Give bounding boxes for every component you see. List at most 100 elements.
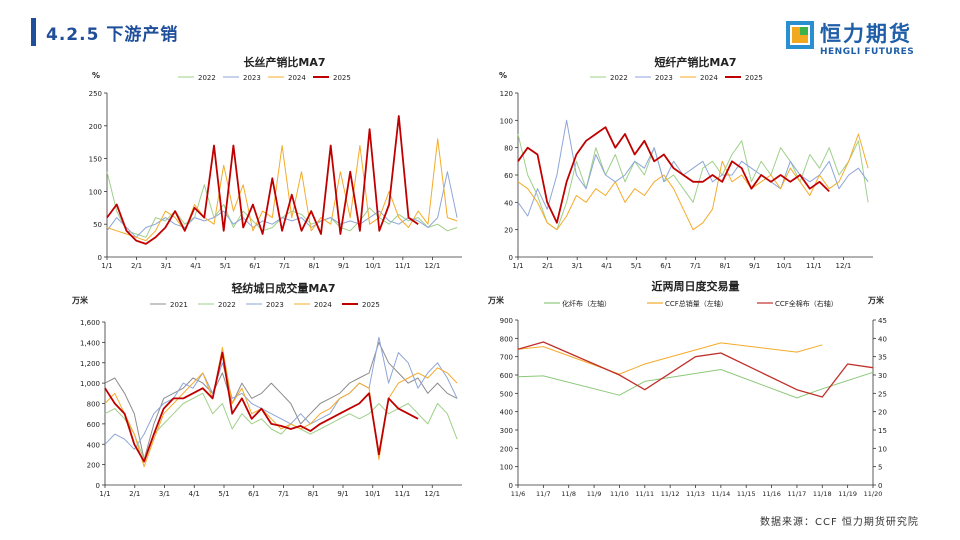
legend-label-2023: 2023 xyxy=(243,74,261,82)
left-tick-label: 300 xyxy=(500,427,513,435)
x-tick-label: 2/1 xyxy=(131,262,142,270)
x-tick-label: 11/15 xyxy=(737,490,756,498)
x-tick-label: 11/6 xyxy=(511,490,526,498)
series-line-2 xyxy=(517,341,874,398)
y-tick-label: 1,600 xyxy=(80,319,100,327)
series-line-2023 xyxy=(104,336,458,450)
y-tick-label: 1,000 xyxy=(80,380,100,388)
y-tick-label: 40 xyxy=(504,199,513,207)
x-tick-label: 3/1 xyxy=(572,262,583,270)
x-tick-label: 1/1 xyxy=(512,262,523,270)
right-tick-label: 0 xyxy=(878,482,882,490)
x-tick-label: 4/1 xyxy=(601,262,612,270)
legend-label-2022: 2022 xyxy=(198,74,216,82)
series-line-2021 xyxy=(104,341,458,460)
right-tick-label: 25 xyxy=(878,390,887,398)
legend-label-2024: 2024 xyxy=(288,74,306,82)
legend-label-2025: 2025 xyxy=(333,74,351,82)
y-tick-label: 80 xyxy=(504,145,513,153)
x-tick-label: 2/1 xyxy=(542,262,553,270)
y-tick-label: 400 xyxy=(87,441,100,449)
left-tick-label: 600 xyxy=(500,372,513,380)
series-line-1 xyxy=(517,342,823,375)
y-tick-label: 0 xyxy=(96,482,100,490)
legend-label-2022: 2022 xyxy=(610,74,628,82)
legend-label-2024: 2024 xyxy=(314,301,332,309)
y-tick-label: 250 xyxy=(89,90,102,98)
x-tick-label: 3/1 xyxy=(161,262,172,270)
right-tick-label: 30 xyxy=(878,372,887,380)
x-tick-label: 5/1 xyxy=(631,262,642,270)
x-tick-label: 8/1 xyxy=(308,490,319,498)
x-tick-label: 9/1 xyxy=(337,490,348,498)
x-tick-label: 11/14 xyxy=(711,490,730,498)
x-tick-label: 9/1 xyxy=(338,262,349,270)
x-tick-label: 11/17 xyxy=(788,490,807,498)
y-tick-label: 1,200 xyxy=(80,360,100,368)
x-tick-label: 11/16 xyxy=(762,490,781,498)
x-tick-label: 1/1 xyxy=(101,262,112,270)
left-tick-label: 900 xyxy=(500,317,513,325)
company-logo: 恒力期货 HENGLI FUTURES xyxy=(786,18,936,58)
x-tick-label: 11/7 xyxy=(536,490,551,498)
left-tick-label: 500 xyxy=(500,390,513,398)
header-accent-bar xyxy=(31,18,36,46)
x-tick-label: 4/1 xyxy=(190,262,201,270)
right-tick-label: 40 xyxy=(878,335,887,343)
x-tick-label: 11/20 xyxy=(864,490,883,498)
x-tick-label: 7/1 xyxy=(279,262,290,270)
x-tick-label: 12/1 xyxy=(425,262,441,270)
y-tick-label: 150 xyxy=(89,156,102,164)
y-tick-label: 100 xyxy=(89,188,102,196)
logo-text-cn: 恒力期货 xyxy=(820,22,912,46)
x-tick-label: 5/1 xyxy=(220,262,231,270)
right-tick-label: 15 xyxy=(878,427,887,435)
x-tick-label: 6/1 xyxy=(249,262,260,270)
x-tick-label: 10/1 xyxy=(776,262,792,270)
x-tick-label: 1/1 xyxy=(99,490,110,498)
left-tick-label: 200 xyxy=(500,445,513,453)
y-tick-label: 0 xyxy=(98,254,102,262)
y-tick-label: 0 xyxy=(509,254,513,262)
series-line-2025 xyxy=(517,126,830,224)
series-line-2023 xyxy=(517,119,869,217)
y-axis-unit: 万米 xyxy=(71,295,89,305)
series-line-2024 xyxy=(104,347,458,468)
x-tick-label: 9/1 xyxy=(749,262,760,270)
x-tick-label: 10/1 xyxy=(365,262,381,270)
y-tick-label: 600 xyxy=(87,421,100,429)
left-tick-label: 100 xyxy=(500,464,513,472)
x-tick-label: 11/18 xyxy=(813,490,832,498)
x-tick-label: 11/1 xyxy=(395,262,411,270)
x-tick-label: 11/1 xyxy=(395,490,411,498)
x-tick-label: 11/12 xyxy=(661,490,680,498)
left-tick-label: 400 xyxy=(500,409,513,417)
x-tick-label: 10/1 xyxy=(365,490,381,498)
x-tick-label: 8/1 xyxy=(719,262,730,270)
x-tick-label: 4/1 xyxy=(189,490,200,498)
logo-icon xyxy=(786,21,814,49)
x-tick-label: 11/11 xyxy=(635,490,654,498)
series-line-2023 xyxy=(106,171,458,238)
x-tick-label: 7/1 xyxy=(278,490,289,498)
y-tick-label: 120 xyxy=(500,90,513,98)
series-line-2025 xyxy=(106,115,419,245)
legend-label-2021: 2021 xyxy=(170,301,188,309)
page-title: 4.2.5 下游产销 xyxy=(46,25,179,45)
y-tick-label: 800 xyxy=(87,401,100,409)
x-tick-label: 5/1 xyxy=(218,490,229,498)
legend-label-0: 化纤布（左轴） xyxy=(562,299,611,308)
y-tick-label: 200 xyxy=(89,123,102,131)
right-tick-label: 20 xyxy=(878,409,887,417)
right-tick-label: 10 xyxy=(878,445,887,453)
legend-label-1: CCF总销量（左轴） xyxy=(665,299,728,308)
legend-label-2023: 2023 xyxy=(655,74,673,82)
x-tick-label: 11/13 xyxy=(686,490,705,498)
right-axis-unit: 万米 xyxy=(867,295,885,305)
chart-title: 短纤产销比MA7 xyxy=(654,55,736,69)
left-axis-unit: 万米 xyxy=(487,295,505,305)
x-tick-label: 8/1 xyxy=(308,262,319,270)
